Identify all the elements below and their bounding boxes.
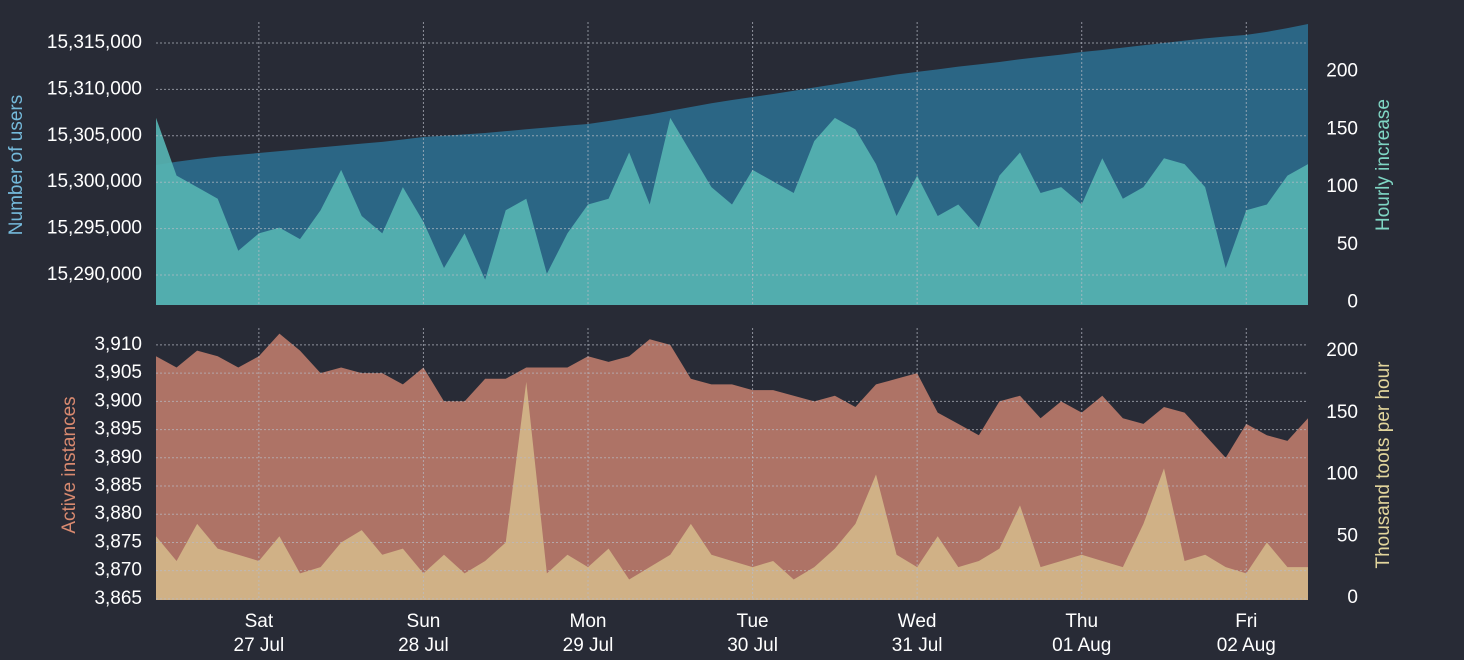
x-tick-label: Sat xyxy=(245,611,274,632)
y-tick-label: 3,870 xyxy=(94,560,142,581)
x-tick-label: 31 Jul xyxy=(892,635,943,656)
y2-tick-label: 200 xyxy=(1326,340,1358,361)
y2-axis-title: Hourly increase xyxy=(1373,99,1394,231)
x-tick-label: Fri xyxy=(1235,611,1257,632)
x-tick-label: Mon xyxy=(570,611,607,632)
y-tick-label: 15,310,000 xyxy=(47,78,142,99)
area xyxy=(156,117,1308,305)
y2-tick-label: 50 xyxy=(1337,525,1358,546)
y2-tick-label: 150 xyxy=(1326,118,1358,139)
y-tick-label: 3,885 xyxy=(94,475,142,496)
x-tick-label: 27 Jul xyxy=(234,635,285,656)
y-tick-label: 15,295,000 xyxy=(47,218,142,239)
y-tick-label: 3,880 xyxy=(94,503,142,524)
y2-tick-label: 0 xyxy=(1347,292,1358,313)
y2-axis-title: Thousand toots per hour xyxy=(1373,361,1394,569)
y-tick-label: 3,910 xyxy=(94,334,142,355)
x-tick-label: Sun xyxy=(407,611,441,632)
x-tick-label: Thu xyxy=(1065,611,1098,632)
x-tick-label: 30 Jul xyxy=(727,635,778,656)
y2-tick-label: 0 xyxy=(1347,587,1358,608)
y-tick-label: 3,905 xyxy=(94,362,142,383)
x-tick-label: 28 Jul xyxy=(398,635,449,656)
y-axis-title: Active instances xyxy=(59,396,80,533)
x-tick-label: Tue xyxy=(737,611,769,632)
y2-tick-label: 50 xyxy=(1337,234,1358,255)
y2-tick-label: 150 xyxy=(1326,402,1358,423)
y-tick-label: 15,300,000 xyxy=(47,171,142,192)
y-tick-label: 3,900 xyxy=(94,390,142,411)
y2-tick-label: 200 xyxy=(1326,61,1358,82)
y-tick-label: 3,895 xyxy=(94,419,142,440)
y2-tick-label: 100 xyxy=(1326,176,1358,197)
y-tick-label: 15,315,000 xyxy=(47,32,142,53)
y-tick-label: 15,305,000 xyxy=(47,125,142,146)
x-tick-label: Wed xyxy=(898,611,937,632)
x-tick-label: 02 Aug xyxy=(1217,635,1276,656)
x-tick-label: 01 Aug xyxy=(1052,635,1111,656)
y-tick-label: 15,290,000 xyxy=(47,264,142,285)
y-axis-title: Number of users xyxy=(6,95,27,235)
area xyxy=(156,381,1308,600)
y-tick-label: 3,890 xyxy=(94,447,142,468)
y2-tick-label: 100 xyxy=(1326,464,1358,485)
x-tick-label: 29 Jul xyxy=(563,635,614,656)
y-tick-label: 3,875 xyxy=(94,531,142,552)
y-tick-label: 3,865 xyxy=(94,588,142,609)
